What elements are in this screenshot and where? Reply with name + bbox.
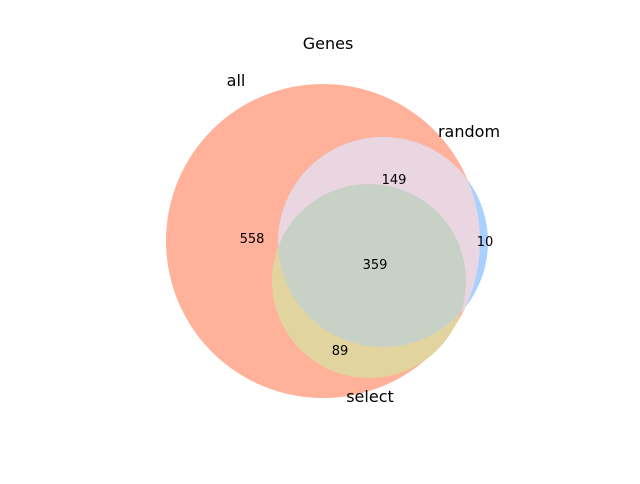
- region-count-all-random: 149: [382, 173, 407, 188]
- region-count-all-only: 558: [240, 232, 265, 247]
- region-count-all-select: 89: [332, 344, 349, 359]
- region-count-random-only: 10: [477, 235, 494, 250]
- set-label-all: all: [227, 71, 246, 90]
- set-label-random: random: [438, 122, 500, 141]
- set-label-select: select: [346, 387, 394, 406]
- region-count-all-random-select: 359: [363, 258, 388, 273]
- diagram-title: Genes: [303, 34, 354, 53]
